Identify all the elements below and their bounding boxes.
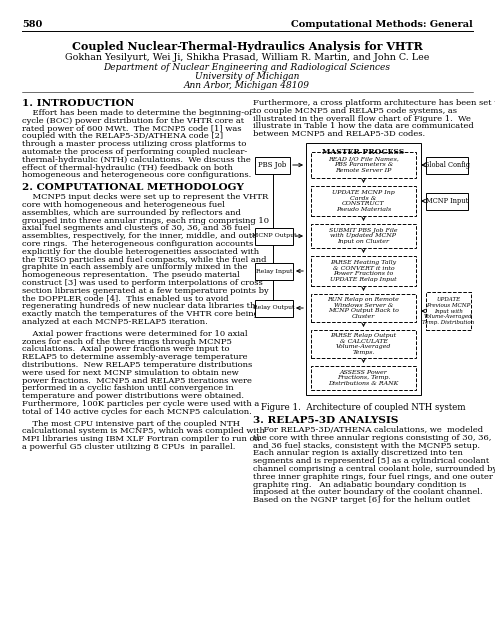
Bar [426, 292, 471, 330]
Text: temperature and power distributions were obtained.: temperature and power distributions were… [22, 392, 244, 400]
Text: Effort has been made to determine the beginning-of-: Effort has been made to determine the be… [22, 109, 255, 117]
Bar [311, 224, 416, 248]
Text: Coupled Nuclear-Thermal-Hydraulics Analysis for VHTR: Coupled Nuclear-Thermal-Hydraulics Analy… [72, 41, 422, 52]
Text: MPI libraries using IBM XLF Fortran compiler to run on: MPI libraries using IBM XLF Fortran comp… [22, 435, 260, 444]
Text: graphite ring.   An adiabatic boundary condition is: graphite ring. An adiabatic boundary con… [253, 481, 466, 488]
Text: MASTER PROCESS: MASTER PROCESS [322, 148, 404, 156]
Text: RELAP5 to determine assembly-average temperature: RELAP5 to determine assembly-average tem… [22, 353, 248, 361]
Text: axial fuel segments and clusters of 30, 36, and 36 fuel: axial fuel segments and clusters of 30, … [22, 225, 250, 232]
Text: PARSE Relap Output
& CALCULATE
Volume-Averaged
Temps.: PARSE Relap Output & CALCULATE Volume-Av… [331, 333, 396, 355]
Bar [255, 157, 290, 173]
Text: University of Michigan: University of Michigan [195, 72, 299, 81]
Text: Computational Methods: General: Computational Methods: General [291, 20, 473, 29]
Text: graphite in each assembly are uniformly mixed in the: graphite in each assembly are uniformly … [22, 264, 248, 271]
Text: three inner graphite rings, four fuel rings, and one outer: three inner graphite rings, four fuel ri… [253, 473, 493, 481]
Text: SUBMIT PBS Job File
with Updated MCNP
Input on Cluster: SUBMIT PBS Job File with Updated MCNP In… [329, 228, 398, 244]
Text: The most CPU intensive part of the coupled NTH: The most CPU intensive part of the coupl… [22, 420, 240, 428]
Text: coupled with the RELAP5-3D/ATHENA code [2]: coupled with the RELAP5-3D/ATHENA code [… [22, 132, 223, 140]
Text: through a master process utilizing cross platforms to: through a master process utilizing cross… [22, 140, 247, 148]
Text: ASSESS Power
Fractions, Temp.
Distributions & RANK: ASSESS Power Fractions, Temp. Distributi… [328, 370, 398, 387]
Text: calculations.  Axial power fractions were input to: calculations. Axial power fractions were… [22, 346, 230, 353]
Text: illustrated in the overall flow chart of Figure 1.  We: illustrated in the overall flow chart of… [253, 115, 471, 123]
Text: regenerating hundreds of new nuclear data libraries that: regenerating hundreds of new nuclear dat… [22, 303, 264, 310]
Text: segments and is represented [5] as a cylindrical coolant: segments and is represented [5] as a cyl… [253, 457, 489, 465]
Text: Based on the NGNP target [6] for the helium outlet: Based on the NGNP target [6] for the hel… [253, 496, 470, 504]
Text: grouped into three annular rings, each ring comprising 10: grouped into three annular rings, each r… [22, 216, 269, 225]
Text: distributions.  New RELAP5 temperature distributions: distributions. New RELAP5 temperature di… [22, 361, 252, 369]
Bar [311, 366, 416, 390]
Bar [311, 152, 416, 178]
Text: MCNP Output: MCNP Output [251, 234, 297, 239]
Text: Relay Input: Relay Input [256, 269, 292, 273]
Text: UPDATE MCNP Inp
Cards &
CONSTRUCT
Pseudo Materials: UPDATE MCNP Inp Cards & CONSTRUCT Pseudo… [332, 190, 395, 212]
Bar [311, 256, 416, 286]
Text: assemblies, which are surrounded by reflectors and: assemblies, which are surrounded by refl… [22, 209, 241, 217]
Text: For RELAP5-3D/ATHENA calculations, we  modeled: For RELAP5-3D/ATHENA calculations, we mo… [253, 426, 483, 434]
Text: core with homogeneous and heterogeneous fuel: core with homogeneous and heterogeneous … [22, 201, 225, 209]
Text: zones for each of the three rings through MCNP5: zones for each of the three rings throug… [22, 338, 232, 346]
Bar [311, 294, 416, 322]
Text: cycle (BOC) power distribution for the VHTR core at: cycle (BOC) power distribution for the V… [22, 116, 244, 125]
Text: illustrate in Table 1 how the data are communicated: illustrate in Table 1 how the data are c… [253, 122, 474, 131]
Text: PARSE Heating Tally
& CONVERT it into
Power Fractions to
UPDATE Relap Input: PARSE Heating Tally & CONVERT it into Po… [330, 260, 397, 282]
Text: Furthermore, a cross platform architecture has been set up: Furthermore, a cross platform architectu… [253, 99, 495, 107]
Text: rated power of 600 MWt.  The MCNP5 code [1] was: rated power of 600 MWt. The MCNP5 code [… [22, 125, 242, 132]
Bar [255, 227, 293, 244]
Text: 580: 580 [22, 20, 43, 29]
Text: MCNP5 input decks were set up to represent the VHTR: MCNP5 input decks were set up to represe… [22, 193, 268, 201]
Text: 2. COMPUTATIONAL METHODOLOGY: 2. COMPUTATIONAL METHODOLOGY [22, 183, 244, 192]
Bar [311, 186, 416, 216]
Bar [426, 193, 468, 209]
Text: channel comprising a central coolant hole, surrounded by: channel comprising a central coolant hol… [253, 465, 495, 473]
Text: the core with three annular regions consisting of 30, 36,: the core with three annular regions cons… [253, 434, 492, 442]
Text: to couple MCNP5 and RELAP5 code systems, as: to couple MCNP5 and RELAP5 code systems,… [253, 107, 457, 115]
Text: between MCNP5 and RELAP5-3D codes.: between MCNP5 and RELAP5-3D codes. [253, 130, 425, 138]
Text: a powerful G5 cluster utilizing 8 CPUs  in parallel.: a powerful G5 cluster utilizing 8 CPUs i… [22, 443, 236, 451]
Text: explicitly for the double heterogeneities associated with: explicitly for the double heterogeneitie… [22, 248, 259, 256]
Text: 3. RELAP5-3D ANALYSIS: 3. RELAP5-3D ANALYSIS [253, 416, 398, 425]
Bar [255, 300, 293, 317]
Text: total of 140 active cycles for each MCNP5 calculation.: total of 140 active cycles for each MCNP… [22, 408, 252, 416]
Text: analyzed at each MCNP5-RELAP5 iteration.: analyzed at each MCNP5-RELAP5 iteration. [22, 318, 208, 326]
Text: the DOPPLER code [4].  This enabled us to avoid: the DOPPLER code [4]. This enabled us to… [22, 294, 229, 303]
Text: core rings.  The heterogeneous configuration accounts: core rings. The heterogeneous configurat… [22, 240, 253, 248]
Text: performed in a cyclic fashion until convergence in: performed in a cyclic fashion until conv… [22, 385, 234, 392]
Bar [426, 157, 468, 173]
Text: exactly match the temperatures of the VHTR core being: exactly match the temperatures of the VH… [22, 310, 259, 318]
Text: Global Config: Global Config [424, 161, 470, 169]
Text: Axial power fractions were determined for 10 axial: Axial power fractions were determined fo… [22, 330, 248, 338]
Text: effect of thermal-hydraulic (TH) feedback on both: effect of thermal-hydraulic (TH) feedbac… [22, 164, 233, 172]
Bar [306, 143, 421, 395]
Text: Ann Arbor, Michigan 48109: Ann Arbor, Michigan 48109 [184, 81, 310, 90]
Text: Each annular region is axially discretized into ten: Each annular region is axially discretiz… [253, 449, 463, 458]
Text: homogeneous representation.  The pseudo material: homogeneous representation. The pseudo m… [22, 271, 240, 279]
Text: thermal-hydraulic (NTH) calculations.  We discuss the: thermal-hydraulic (NTH) calculations. We… [22, 156, 251, 164]
Text: Relay Output: Relay Output [253, 305, 295, 310]
Text: homogeneous and heterogeneous core configurations.: homogeneous and heterogeneous core confi… [22, 172, 251, 179]
Text: imposed at the outer boundary of the coolant channel.: imposed at the outer boundary of the coo… [253, 488, 483, 497]
Text: automate the process of performing coupled nuclear-: automate the process of performing coupl… [22, 148, 247, 156]
Bar [255, 262, 293, 280]
Text: the TRISO particles and fuel compacts, while the fuel and: the TRISO particles and fuel compacts, w… [22, 255, 266, 264]
Text: RUN Relap on Remote
Windows Server &
MCNP Output Back to
Cluster: RUN Relap on Remote Windows Server & MCN… [328, 297, 399, 319]
Text: were used for next MCNP simulation to obtain new: were used for next MCNP simulation to ob… [22, 369, 239, 377]
Text: 1. INTRODUCTION: 1. INTRODUCTION [22, 99, 134, 108]
Text: assemblies, respectively, for the inner, middle, and outer: assemblies, respectively, for the inner,… [22, 232, 261, 240]
Text: calculational system is MCNP5, which was compiled with: calculational system is MCNP5, which was… [22, 428, 265, 435]
Text: construct [3] was used to perform interpolations of cross: construct [3] was used to perform interp… [22, 279, 263, 287]
Bar [311, 330, 416, 358]
Text: section libraries generated at a few temperature points by: section libraries generated at a few tem… [22, 287, 269, 295]
Text: Figure 1.  Architecture of coupled NTH system: Figure 1. Architecture of coupled NTH sy… [261, 403, 466, 412]
Text: PBS Job: PBS Job [258, 161, 287, 169]
Text: READ I/O File Names,
PBS Parameters &
Remote Server IP: READ I/O File Names, PBS Parameters & Re… [328, 157, 399, 173]
Text: Furthermore, 100K particles per cycle were used with a: Furthermore, 100K particles per cycle we… [22, 400, 259, 408]
Text: power fractions.  MCNP5 and RELAP5 iterations were: power fractions. MCNP5 and RELAP5 iterat… [22, 376, 252, 385]
Text: and 36 fuel stacks, consistent with the MCNP5 setup.: and 36 fuel stacks, consistent with the … [253, 442, 480, 449]
Text: MCNP Input: MCNP Input [426, 197, 468, 205]
Text: Department of Nuclear Engineering and Radiological Sciences: Department of Nuclear Engineering and Ra… [103, 63, 391, 72]
Text: UPDATE
Previous MCNP
Input with
Volume-Averaged
Temp. Distribution: UPDATE Previous MCNP Input with Volume-A… [422, 297, 475, 325]
Text: Gokhan Yesilyurt, Wei Ji, Shikha Prasad, William R. Martin, and John C. Lee: Gokhan Yesilyurt, Wei Ji, Shikha Prasad,… [65, 53, 429, 62]
